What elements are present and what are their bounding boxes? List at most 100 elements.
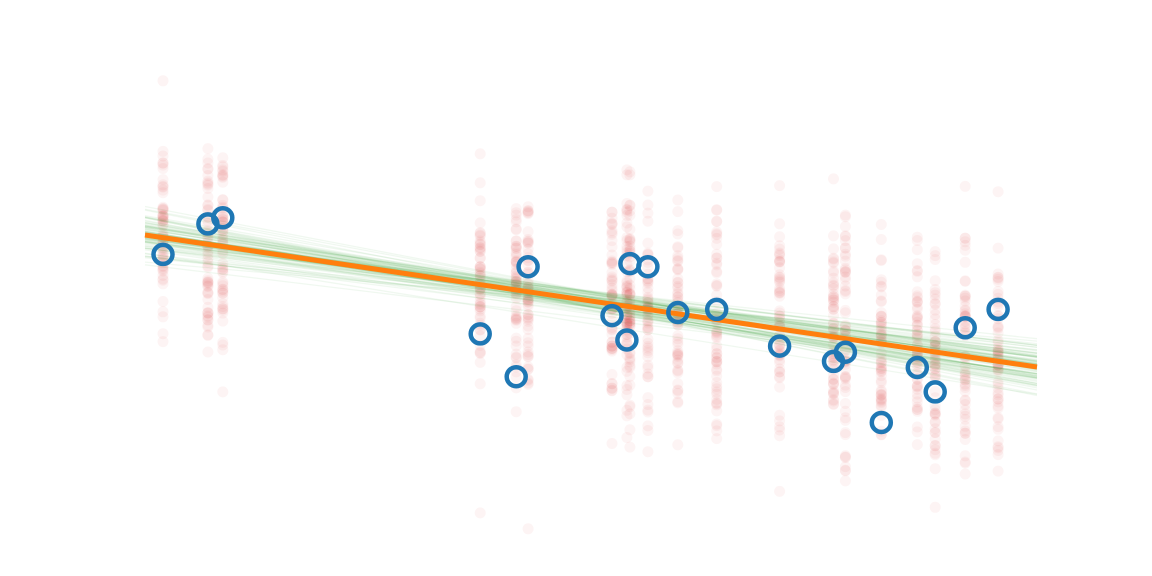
ppc-point (929, 313, 941, 325)
ppc-point (510, 335, 522, 347)
ppc-point (672, 336, 684, 348)
ppc-point (839, 405, 851, 417)
ppc-point (217, 258, 229, 269)
ppc-point (774, 262, 786, 274)
ppc-point (522, 259, 534, 271)
ppc-point (839, 345, 851, 357)
ppc-point (992, 393, 1004, 405)
ppc-point (474, 227, 486, 239)
ppc-point (202, 177, 214, 189)
ppc-point (911, 296, 923, 308)
ppc-point (929, 246, 941, 258)
ppc-point (911, 360, 923, 372)
ppc-point (642, 297, 654, 309)
ppc-point (959, 427, 971, 439)
ppc-point (992, 288, 1004, 300)
ppc-point (875, 394, 887, 406)
ppc-point (911, 405, 923, 417)
ppc-point (911, 258, 923, 270)
ppc-point (621, 289, 633, 301)
mean-regression-line-group (144, 232, 1038, 370)
ppc-point (624, 236, 636, 248)
ppc-point (157, 181, 169, 193)
ppc-point (929, 287, 941, 299)
ppc-point (621, 285, 633, 297)
ppc-point (157, 210, 169, 222)
ppc-point (202, 178, 214, 190)
ppc-point (839, 307, 851, 319)
ppc-point (642, 337, 654, 349)
ppc-point (875, 330, 887, 342)
ppc-point (217, 303, 229, 315)
ppc-point (202, 277, 214, 289)
posterior-line-draw (144, 219, 1038, 395)
ppc-point (606, 227, 618, 239)
ppc-point (992, 273, 1004, 285)
ppc-point (621, 198, 633, 209)
ppc-point (774, 316, 786, 328)
ppc-point (624, 370, 636, 382)
ppc-point (606, 324, 618, 336)
ppc-point (474, 268, 486, 280)
ppc-point (606, 274, 618, 286)
ppc-point (828, 325, 839, 337)
ppc-point (959, 427, 971, 439)
ppc-point (711, 229, 723, 241)
ppc-point (621, 221, 633, 233)
ppc-point (929, 408, 941, 420)
ppc-point (911, 303, 923, 315)
ppc-point (875, 377, 887, 389)
ppc-point (642, 345, 654, 356)
ppc-point (217, 287, 229, 299)
ppc-point (217, 292, 229, 304)
ppc-point (474, 378, 486, 390)
ppc-point (672, 263, 684, 275)
ppc-point (992, 346, 1004, 358)
ppc-point (828, 303, 839, 315)
ppc-point (911, 381, 923, 393)
ppc-point (217, 161, 229, 173)
ppc-point (828, 387, 839, 399)
ppc-point (774, 286, 786, 298)
ppc-point (642, 277, 654, 289)
ppc-point (157, 311, 169, 323)
ppc-point (711, 355, 723, 367)
ppc-point (875, 364, 887, 376)
ppc-point (510, 241, 522, 252)
ppc-point (929, 340, 941, 352)
ppc-point (875, 389, 887, 401)
posterior-line-draw (144, 220, 1038, 377)
ppc-point (642, 317, 654, 329)
ppc-point (474, 237, 486, 249)
ppc-point (522, 337, 534, 349)
ppc-point (711, 377, 723, 388)
ppc-point (217, 211, 229, 223)
ppc-point (621, 287, 633, 298)
ppc-point (929, 319, 941, 330)
observed-point (516, 254, 540, 279)
ppc-point (828, 257, 839, 269)
ppc-point (624, 243, 636, 255)
ppc-point (621, 318, 633, 330)
ppc-point (202, 246, 214, 258)
ppc-point (711, 232, 723, 244)
posterior-line-draw (144, 225, 1038, 363)
ppc-point (624, 356, 636, 368)
ppc-point (217, 339, 229, 351)
ppc-point (839, 371, 851, 383)
ppc-point (621, 281, 633, 293)
ppc-point (672, 364, 684, 376)
ppc-point (606, 228, 618, 240)
ppc-point (624, 312, 636, 324)
posterior-line-draw (144, 255, 1038, 369)
posterior-line-draw (144, 216, 1038, 379)
posterior-line-draw (144, 255, 1038, 358)
ppc-point (911, 358, 923, 370)
ppc-point (157, 159, 169, 171)
ppc-point (522, 351, 534, 363)
ppc-point (911, 380, 923, 392)
ppc-point (217, 171, 229, 183)
ppc-point (474, 295, 486, 307)
ppc-point (875, 281, 887, 293)
